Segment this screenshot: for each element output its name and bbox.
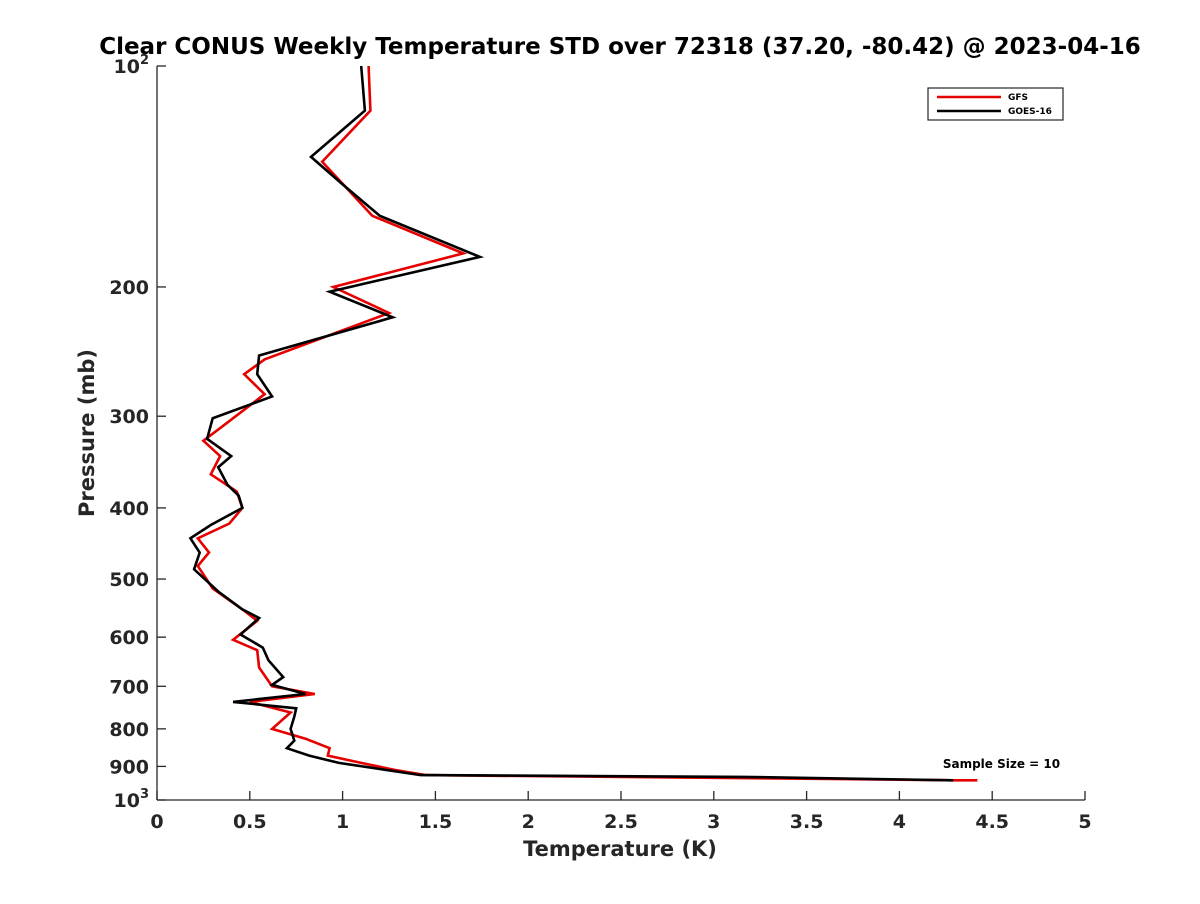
y-tick-label: 400 [109, 498, 149, 520]
series-layer [188, 65, 978, 782]
x-tick-label: 5 [1078, 811, 1091, 833]
series-line-goes-16 [188, 65, 954, 782]
y-tick-label: 102 [114, 53, 150, 78]
y-tick-label: 200 [109, 277, 149, 299]
y-tick-label: 500 [109, 569, 149, 591]
y-tick-label: 103 [114, 787, 150, 812]
x-tick-label: 2 [522, 811, 535, 833]
x-tick-label: 0 [150, 811, 163, 833]
legend-box [927, 87, 1064, 121]
legend-label-gfs: GFS [1008, 93, 1028, 103]
x-tick-label: 3 [707, 811, 720, 833]
x-tick-label: 2.5 [604, 811, 638, 833]
y-tick-label: 800 [109, 719, 149, 741]
x-tick-label: 4.5 [975, 811, 1009, 833]
sample-size-annotation: Sample Size = 10 [943, 757, 1060, 771]
y-axis-title: Pressure (mb) [75, 349, 99, 517]
x-tick-label: 0.5 [233, 811, 267, 833]
x-tick-label: 1 [336, 811, 349, 833]
x-axis-title: Temperature (K) [523, 837, 717, 861]
chart-title: Clear CONUS Weekly Temperature STD over … [99, 34, 1141, 60]
legend: GFS GOES-16 [927, 87, 1064, 121]
legend-label-goes-16: GOES-16 [1008, 107, 1052, 117]
y-axis: 102 200 300 400 500 600 700 800 900 103 [109, 53, 166, 812]
y-tick-label: 900 [109, 756, 149, 778]
x-tick-label: 1.5 [419, 811, 453, 833]
x-tick-label: 4 [893, 811, 906, 833]
y-tick-label: 600 [109, 627, 149, 649]
y-tick-label: 300 [109, 406, 149, 428]
x-tick-label: 3.5 [790, 811, 824, 833]
y-tick-label: 700 [109, 676, 149, 698]
x-axis: 0 0.5 1 1.5 2 2.5 3 3.5 4 4.5 5 [150, 791, 1092, 833]
